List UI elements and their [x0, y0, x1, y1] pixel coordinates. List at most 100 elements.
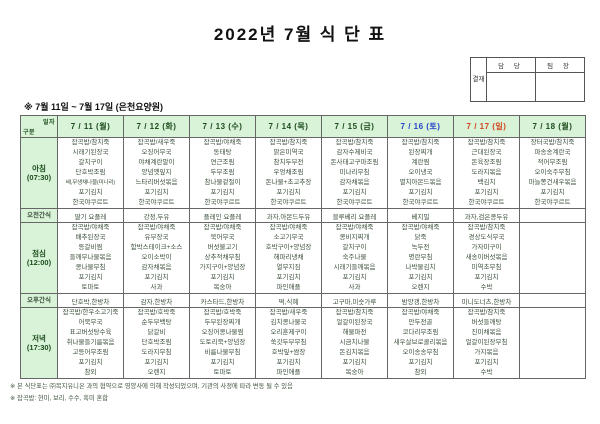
- menu-cell: 잡곡밥/참치죽 시래기된장국 갈치구이 단호박조림 배,무생채나물(미나리) 포기김치 한국…: [57, 137, 124, 209]
- snack-cell: [519, 293, 586, 308]
- menu-item: 느타리버섯볶음: [135, 179, 178, 186]
- menu-cell: 잡곡밥/참치죽 된장찌개 계란찜 오이냉국 멸치아몬드볶음 포기김치 한국야쿠르트: [387, 137, 454, 209]
- snack-cell: [519, 208, 586, 223]
- menu-item: 포기김치: [78, 274, 103, 281]
- menu-item: 등갈비찜: [78, 244, 103, 251]
- menu-cell: 잡곡밥/새우죽 김치콩나물국 오리훈제구이 쑥갓두부무침 호박잎+쌈장 포기김치 파인애플: [255, 307, 322, 379]
- date-range-subtitle: ※ 7월 11일 ~ 7월 17일 (은천요양원): [24, 102, 164, 112]
- menu-item: 포기김치: [276, 189, 301, 196]
- menu-item: 한국야쿠르트: [534, 199, 571, 206]
- menu-item: 도라지무침: [141, 349, 172, 356]
- menu-cell: 잡곡밥/야채죽 북어무국 버섯불고기 상추적채무침 가지구이+양념장 포기김치 복숭아: [189, 222, 256, 294]
- menu-item: 포기김치: [144, 274, 169, 281]
- menu-item: 잡곡밥/한우소고기죽: [62, 309, 119, 316]
- menu-item: 잡곡밥/참치죽: [467, 139, 506, 146]
- menu-item: 잡곡밥/야채죽: [203, 224, 242, 231]
- menu-item: 한국야쿠르트: [270, 199, 307, 206]
- menu-item: 잡곡밥/참치죽: [335, 309, 374, 316]
- menu-item: 장터국밥/참치죽: [530, 139, 575, 146]
- menu-item: 나박물김치: [405, 264, 436, 271]
- menu-item: 잡곡밥/참치죽: [401, 139, 440, 146]
- menu-item: 함박스테이크+소스: [130, 244, 183, 251]
- menu-item: 한국야쿠르트: [336, 199, 373, 206]
- menu-item: 포기김치: [408, 274, 433, 281]
- menu-item: 돈사태고구마조림: [330, 159, 379, 166]
- menu-item: 포기김치: [342, 189, 367, 196]
- corner-label-date: 일자: [42, 120, 55, 126]
- row-label: 점심 (12:00): [20, 222, 58, 294]
- menu-item: 오징어무국: [141, 149, 172, 156]
- menu-item: 잡곡밥/야채죽: [137, 224, 176, 231]
- snack-cell: 미니도너츠,한방차: [453, 293, 520, 308]
- menu-item: 잡곡밥/호박죽: [203, 309, 242, 316]
- menu-item: 참나물겉절이: [204, 179, 241, 186]
- menu-item: 복숭아: [213, 284, 232, 291]
- snack-cell: 단호박,한방차: [57, 293, 124, 308]
- menu-cell: 잡곡밥/야채죽 유부장국 함박스테이크+소스 오이소박이 감자채볶음 포기김치 사과: [123, 222, 190, 294]
- menu-item: 표고버섯탕수육: [69, 329, 112, 336]
- menu-item: 포기김치: [210, 359, 235, 366]
- menu-item: 닭갈비: [147, 329, 166, 336]
- snack-cell: 강정,두유: [123, 208, 190, 223]
- snack-cell: 밤양갱,한방차: [387, 293, 454, 308]
- menu-item: 우엉채조림: [273, 169, 304, 176]
- menu-item: 가지구이+양념장: [199, 264, 246, 271]
- menu-item: 명란무침: [408, 254, 433, 261]
- snack-cell: 딸기 요플레: [57, 208, 124, 223]
- menu-cell: 잡곡밥/한우소고기죽 어묵무국 표고버섯탕수육 취나물들기름볶음 고등어무조림 포기김치 참…: [57, 307, 124, 379]
- menu-item: 포기김치: [474, 359, 499, 366]
- menu-item: 돈나물+초고추장: [265, 179, 312, 186]
- snack-cell: 베지밀: [387, 208, 454, 223]
- date-header-5: 7 / 15 (금): [321, 115, 388, 138]
- menu-cell: 잡곡밥/야채죽 닭죽 녹두전 명란무침 나박물김치 포기김치 오렌지: [387, 222, 454, 294]
- menu-item: 감자수제비국: [336, 149, 373, 156]
- date-header-8: 7 / 18 (월): [519, 115, 586, 138]
- menu-item: 갈치구이: [78, 159, 103, 166]
- snack-cell: 떡,식혜: [255, 293, 322, 308]
- menu-item: 야채계란말이: [138, 159, 175, 166]
- menu-item: 한국야쿠르트: [138, 199, 175, 206]
- menu-item: 새우살브로콜리볶음: [393, 339, 448, 346]
- approval-sign-cell: [486, 72, 536, 102]
- menu-cell: 잡곡밥/야채죽 배추된장국 등갈비찜 들깨무나물볶음 콩나물무침 포기김치 토마토: [57, 222, 124, 294]
- menu-item: 새송이버섯볶음: [465, 254, 508, 261]
- corner-label-category: 구분: [23, 130, 36, 136]
- row-label: 아침 (07:30): [20, 137, 58, 209]
- menu-item: 가지볶음: [474, 349, 499, 356]
- menu-item: 포기김치: [342, 274, 367, 281]
- menu-item: 감자채볶음: [141, 264, 172, 271]
- menu-item: 미역초무침: [471, 264, 502, 271]
- menu-cell: [519, 307, 586, 379]
- menu-item: 진미채볶음: [471, 329, 502, 336]
- menu-item: 해파리냉채: [273, 254, 304, 261]
- menu-item: 포기김치: [276, 274, 301, 281]
- menu-item: 잡곡밥/야채죽: [401, 224, 440, 231]
- menu-item: 잡곡밥/새우죽: [269, 309, 308, 316]
- row-label: 저녁 (17:30): [20, 307, 58, 379]
- menu-item: 닭죽: [414, 234, 427, 241]
- menu-item: 오렌지: [147, 369, 166, 376]
- menu-item: 포기김치: [78, 359, 103, 366]
- corner-cell: 일자 구분: [20, 115, 58, 138]
- menu-item: 마늘쫑건새우볶음: [528, 179, 577, 186]
- menu-item: 유부장국: [144, 234, 169, 241]
- approval-stamp-box: 결재 담 당 팀 장: [470, 57, 585, 102]
- page-title: 2022년 7월 식 단 표: [213, 25, 387, 44]
- menu-item: 백김치: [477, 179, 496, 186]
- menu-item: 포기김치: [474, 274, 499, 281]
- menu-item: 열무지짐: [276, 264, 301, 271]
- menu-item: 근대된장국: [471, 149, 502, 156]
- menu-cell: [519, 222, 586, 294]
- menu-item: 잡곡밥/참치죽: [467, 224, 506, 231]
- menu-item: 잡곡밥/야채죽: [269, 224, 308, 231]
- menu-item: 호박잎+쌈장: [271, 349, 306, 356]
- date-header-4: 7 / 14 (목): [255, 115, 322, 138]
- approval-label: 결재: [470, 57, 487, 102]
- snack-cell: 블루베리 요플레: [321, 208, 388, 223]
- menu-item: 적어무조림: [537, 159, 568, 166]
- menu-item: 포기김치: [276, 359, 301, 366]
- menu-cell: 잡곡밥/호박죽 순두부백탕 닭갈비 단호박조림 도라지무침 포기김치 오렌지: [123, 307, 190, 379]
- menu-item: 도토리묵+양념장: [199, 339, 246, 346]
- menu-item: 비름나물무침: [204, 349, 241, 356]
